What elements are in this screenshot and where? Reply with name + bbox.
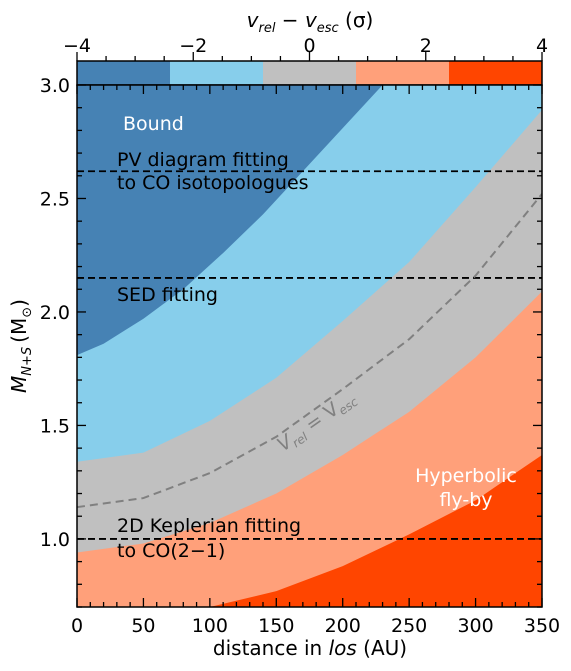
plot-regions: [77, 85, 542, 607]
y-tick-label: 1.0: [40, 529, 70, 551]
bound-label: Bound: [123, 113, 184, 135]
pv-fit-label-line2: to CO isotopologues: [117, 172, 309, 194]
plot-frame: [76, 84, 543, 608]
colorbar-bin-3: [356, 61, 450, 85]
y-axis-title: MN+S(M⊙): [7, 299, 35, 393]
colorbar-tick-label: 4: [536, 35, 548, 57]
x-tick-label: 150: [258, 615, 294, 637]
fit-lines: [77, 170, 542, 540]
pv-fit-label-line1: PV diagram fitting: [117, 149, 289, 171]
colorbar-bin-1: [170, 61, 264, 85]
x-tick-label: 250: [391, 615, 427, 637]
y-tick-label: 1.5: [40, 415, 70, 437]
colorbar-tick-label: 2: [420, 35, 432, 57]
axis-ticks: 0 50 100 150 200 250 300 350 1.0 1.5 2.0 2.5 3.0: [40, 75, 560, 637]
y-tick-label: 2.0: [40, 302, 70, 324]
colorbar-label: vrel − vesc (σ): [247, 8, 374, 36]
escape-curve: [77, 193, 542, 509]
x-tick-label: 200: [325, 615, 361, 637]
colorbar-tick-label: −2: [179, 35, 207, 57]
colorbar-bin-2: [263, 61, 357, 85]
colorbar-bin-4: [449, 61, 543, 85]
region-orangered: [209, 454, 542, 607]
colorbar-tick-label: 0: [303, 35, 315, 57]
x-tick-label: 50: [131, 615, 155, 637]
x-tick-label: 0: [71, 615, 83, 637]
x-tick-label: 100: [192, 615, 228, 637]
hyperbolic-label-line2: fly-by: [439, 489, 492, 511]
y-tick-label: 2.5: [40, 188, 70, 210]
x-tick-label: 350: [524, 615, 560, 637]
colorbar-ticks: −4 −2 0 2 4: [63, 35, 548, 61]
y-tick-label: 3.0: [40, 75, 70, 97]
x-axis-title: distance in los (AU): [213, 636, 407, 660]
sed-fit-label: SED fitting: [117, 284, 218, 306]
keplerian-fit-label-line2: to CO(2−1): [117, 540, 225, 562]
colorbar-bin-0: [77, 61, 171, 85]
x-tick-label: 300: [457, 615, 493, 637]
colorbar-tick-label: −4: [63, 35, 91, 57]
keplerian-fit-label-line1: 2D Keplerian fitting: [117, 515, 301, 537]
colorbar: [76, 60, 543, 86]
hyperbolic-label-line1: Hyperbolic: [415, 465, 517, 487]
